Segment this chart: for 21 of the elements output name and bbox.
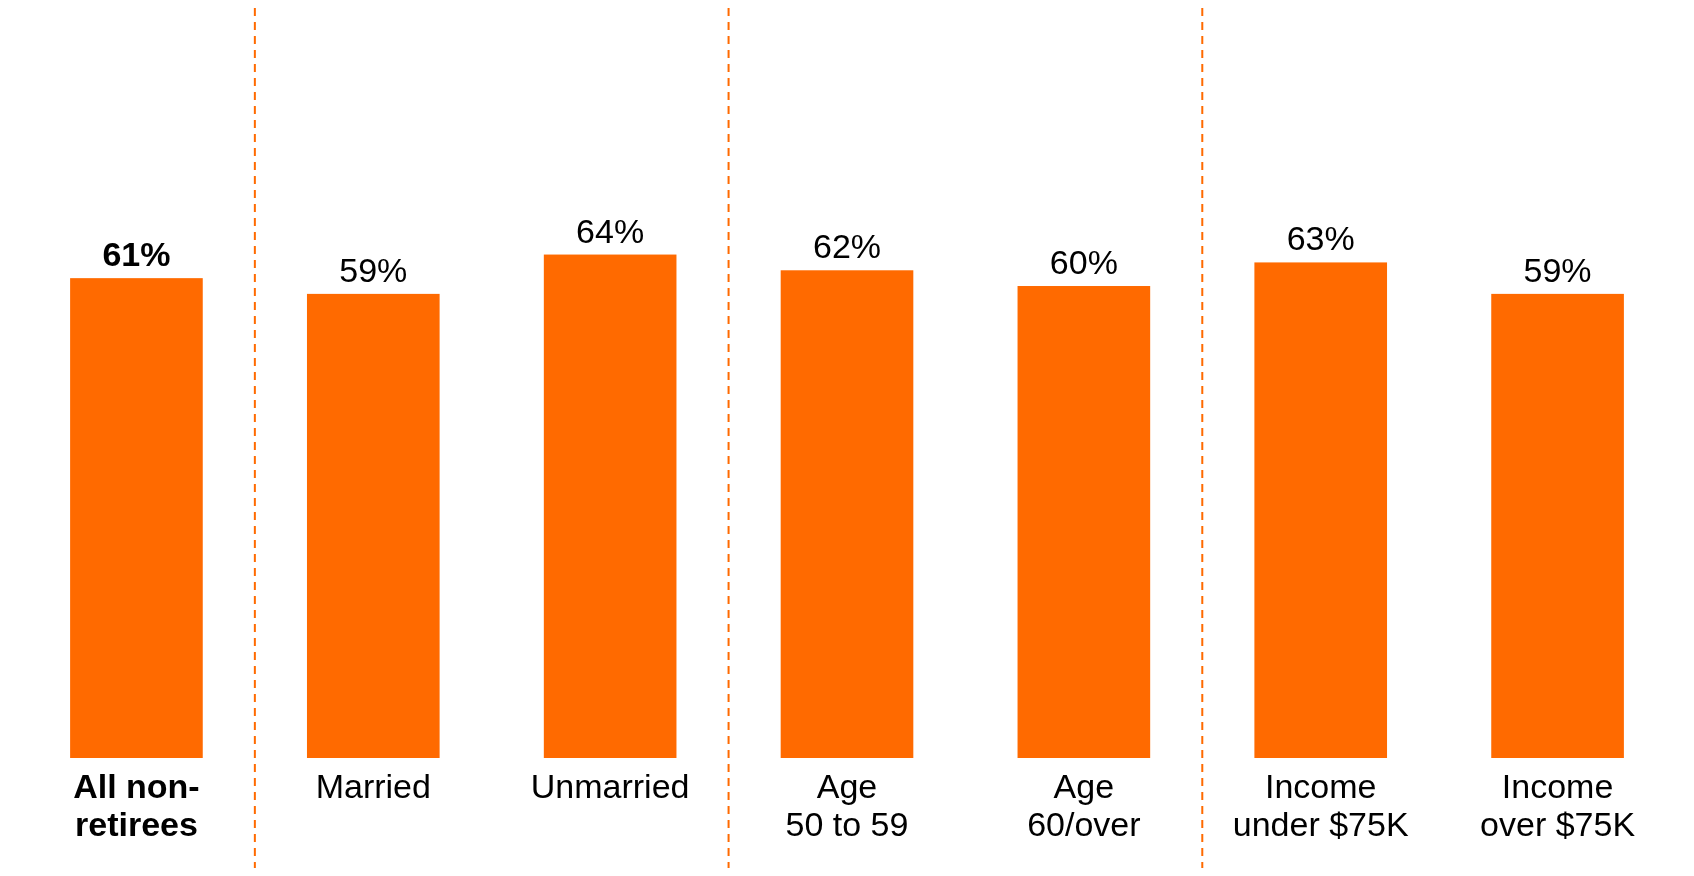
- data-label: 61%: [102, 235, 171, 274]
- x-tick-label: Age 60/over: [1027, 767, 1141, 843]
- x-tick-label: All non- retirees: [73, 767, 200, 843]
- bar: [306, 293, 440, 758]
- data-label: 59%: [339, 250, 408, 289]
- data-label: 63%: [1286, 219, 1355, 258]
- bar: [543, 254, 677, 758]
- x-tick-label: Income under $75K: [1232, 767, 1409, 843]
- bar: [1254, 262, 1388, 758]
- data-label: 64%: [576, 211, 645, 250]
- x-tick-label: Age 50 to 59: [785, 767, 909, 843]
- x-tick-label: Unmarried: [530, 767, 690, 805]
- data-label: 59%: [1523, 250, 1592, 289]
- data-label: 62%: [812, 227, 882, 266]
- x-tick-label: Income over $75K: [1480, 767, 1636, 843]
- x-tick-label: Married: [315, 767, 431, 805]
- data-label: 60%: [1049, 243, 1118, 282]
- bar: [70, 278, 203, 758]
- bar: [780, 270, 914, 758]
- bar: [1017, 286, 1151, 758]
- bar: [1491, 293, 1624, 758]
